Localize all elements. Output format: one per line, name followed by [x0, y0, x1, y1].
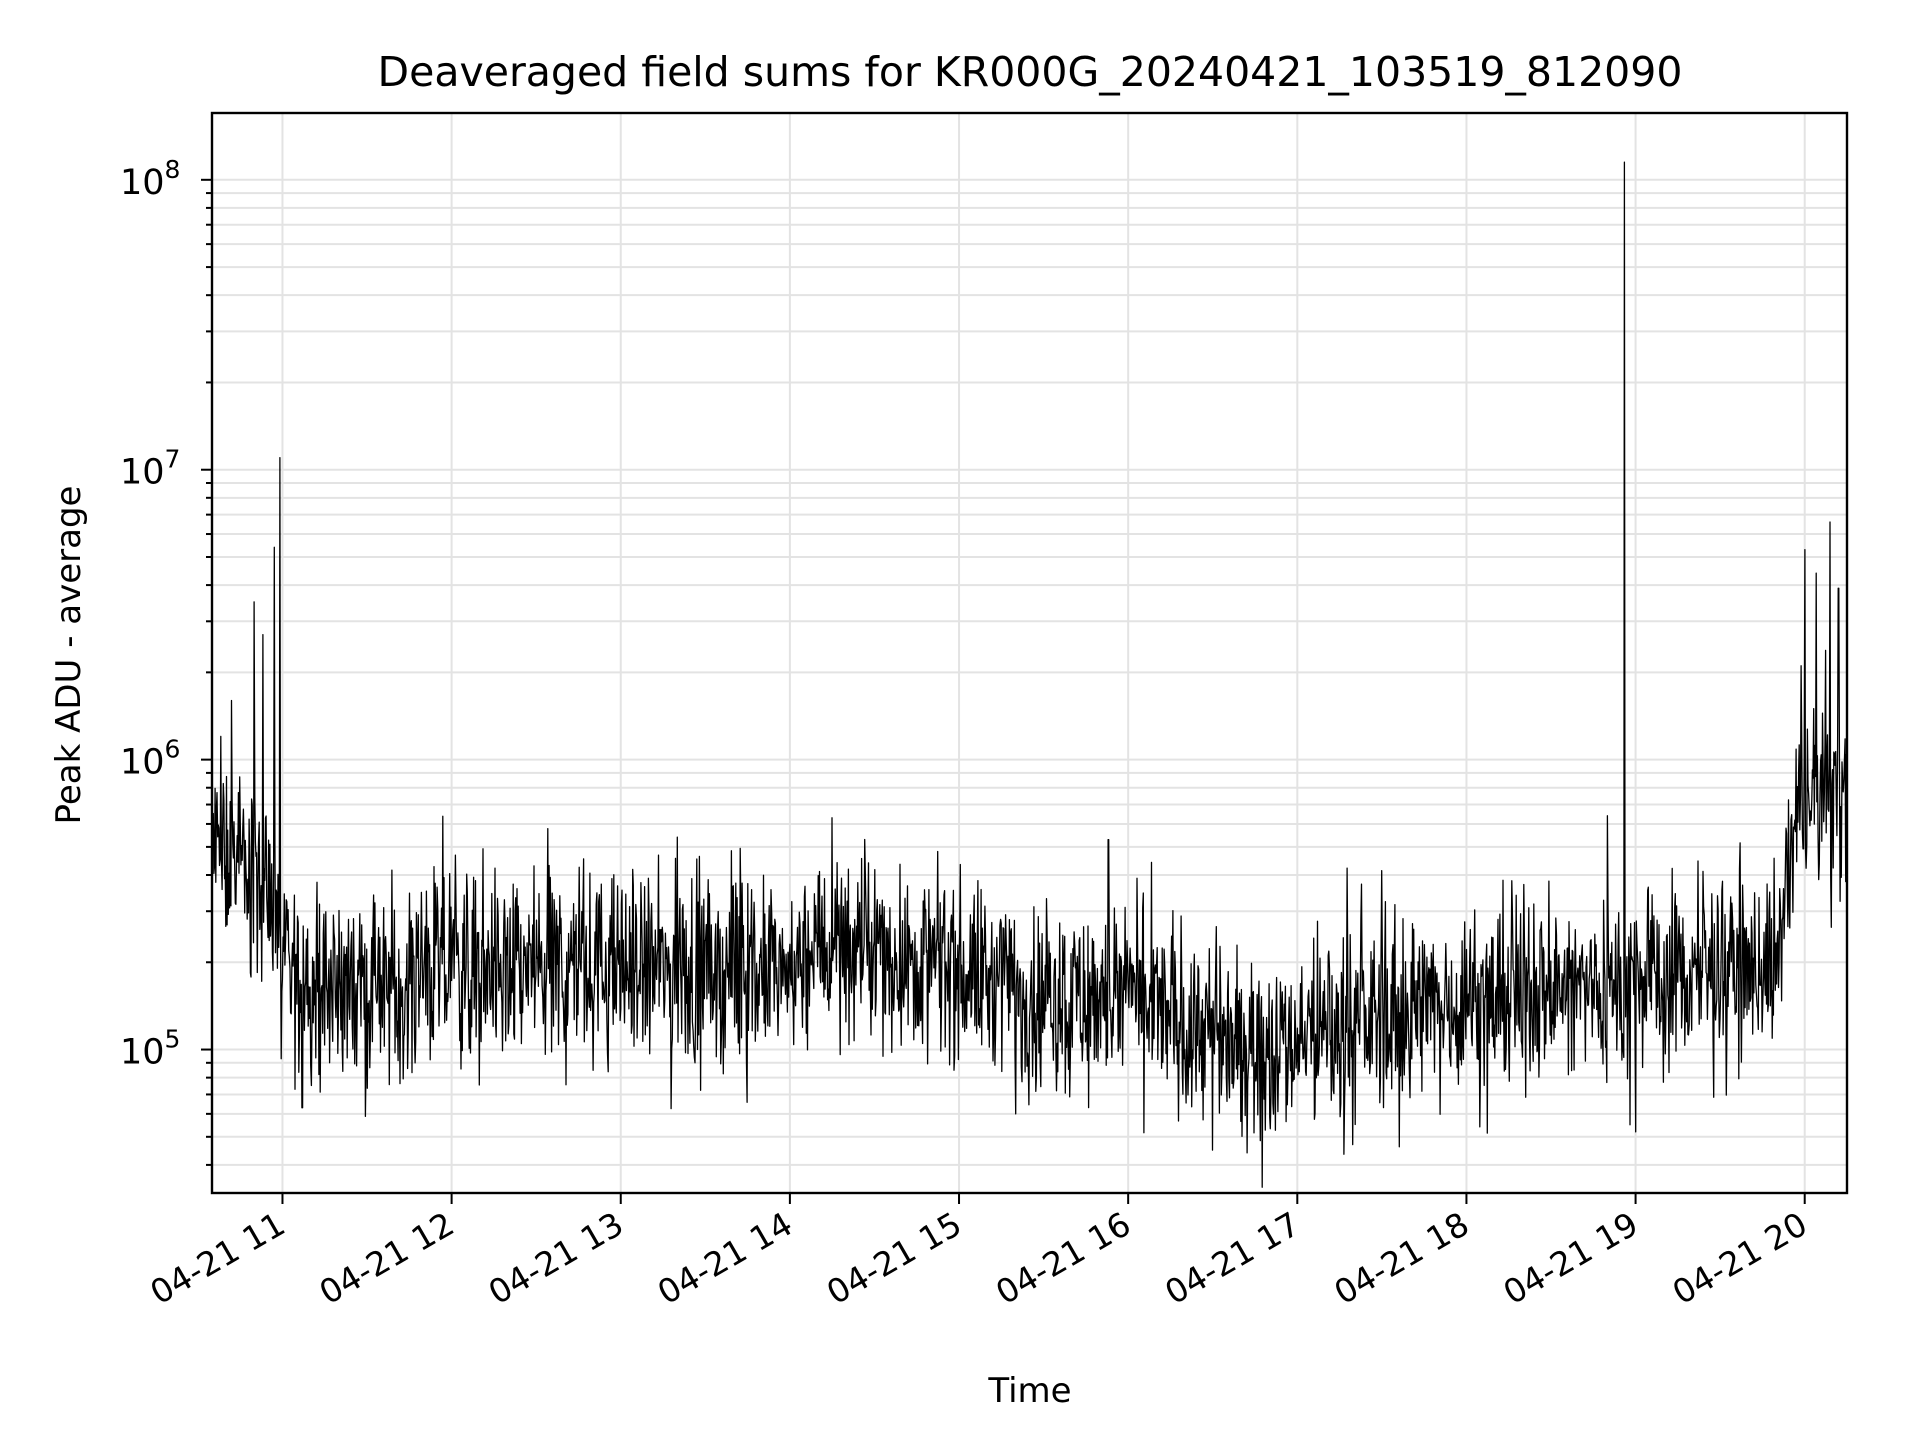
y-axis-label: Peak ADU - average — [49, 486, 89, 825]
chart-title: Deaveraged field sums for KR000G_2024042… — [378, 48, 1683, 96]
grid — [212, 113, 1847, 1193]
y-tick-label: 106 — [120, 735, 180, 783]
y-tick-label: 105 — [120, 1025, 180, 1073]
plot-frame — [210, 111, 1849, 1195]
y-tick-label: 108 — [120, 155, 180, 203]
y-tick-label: 107 — [120, 445, 180, 493]
series-line-group — [211, 161, 1848, 1188]
series-line — [211, 161, 1848, 1188]
x-axis-label: Time — [987, 1371, 1071, 1411]
